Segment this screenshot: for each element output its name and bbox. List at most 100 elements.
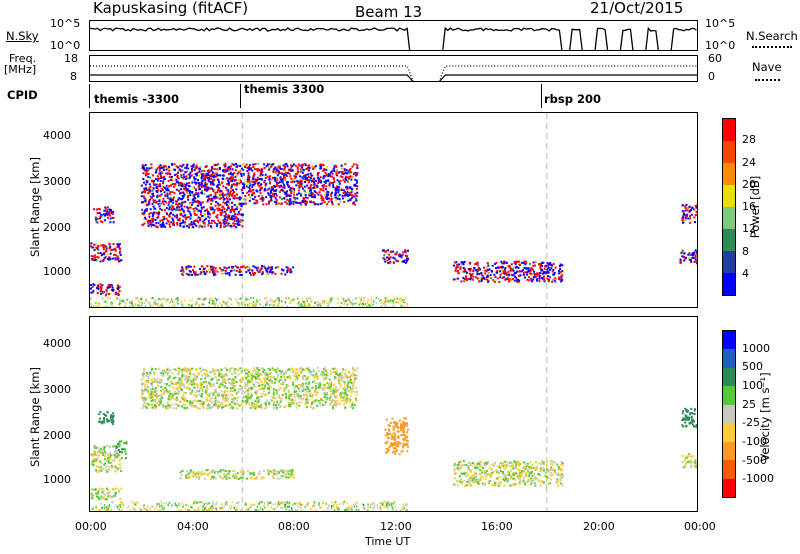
power-colorbar <box>722 118 736 296</box>
colorbar-tick-label: 12 <box>742 222 756 236</box>
power-ytick-4000: 4000 <box>43 129 71 142</box>
colorbar-tick-label: 20 <box>742 177 756 191</box>
velocity-colorbar-label: Velocity [m s⁻¹] <box>758 372 772 462</box>
nsky-tick-bottom: 10^0 <box>50 39 81 52</box>
nsky-tick-top: 10^5 <box>50 17 81 30</box>
colorbar-segment <box>723 229 735 251</box>
echo-region-5 <box>180 265 295 277</box>
echo-region-0 <box>90 283 122 297</box>
colorbar-segment <box>723 478 735 497</box>
freq-label-line2: [MHz] <box>4 63 37 76</box>
vel-ytick-3000: 3000 <box>43 383 71 396</box>
near-range-scatter <box>90 296 409 307</box>
vel-ytick-4000: 4000 <box>43 337 71 350</box>
xtick-0: 00:00 <box>75 520 107 533</box>
echo-region-9 <box>681 453 697 469</box>
nave-line <box>90 65 697 81</box>
echo-region-3 <box>115 440 128 460</box>
colorbar-segment <box>723 386 735 405</box>
beam-label: Beam 13 <box>355 3 423 21</box>
echo-region-6 <box>384 417 410 456</box>
echo-region-4 <box>140 366 359 410</box>
nsearch-legend-line <box>752 46 792 48</box>
xtick-6: 00:00 <box>684 520 716 533</box>
ylabel-power: Slant Range [km] <box>28 157 42 257</box>
colorbar-segment <box>723 163 735 185</box>
colorbar-tick-label: 16 <box>742 200 756 213</box>
colorbar-segment <box>723 207 735 229</box>
nave-legend-line <box>755 79 780 81</box>
colorbar-tick-label: -25 <box>742 416 760 430</box>
power-panel <box>89 112 698 308</box>
xtick-4: 16:00 <box>481 520 513 533</box>
cpid-strip: themis -3300 themis 3300 rbsp 200 <box>89 82 698 108</box>
power-ytick-3000: 3000 <box>43 175 71 188</box>
station-title: Kapuskasing (fitACF) <box>93 0 249 17</box>
ylabel-velocity: Slant Range [km] <box>28 367 42 467</box>
colorbar-tick-label: 28 <box>742 133 756 147</box>
echo-region-8 <box>452 260 564 283</box>
colorbar-segment <box>723 119 735 141</box>
freq-tick-bottom: 8 <box>70 70 77 83</box>
colorbar-segment <box>723 460 735 479</box>
echo-region-2 <box>93 206 115 224</box>
echo-region-6 <box>334 185 351 197</box>
colorbar-tick-label: 4 <box>742 266 749 280</box>
colorbar-segment <box>723 441 735 461</box>
power-colorbar-label: Power [dB] <box>748 175 762 239</box>
nave-tick-bottom: 0 <box>708 70 715 83</box>
xlabel: Time UT <box>365 535 411 548</box>
cpid-label: CPID <box>7 88 38 102</box>
xtick-5: 20:00 <box>583 520 615 533</box>
nave-tick-top: 60 <box>708 52 722 65</box>
echo-region-4 <box>242 162 359 206</box>
xtick-3: 12:00 <box>380 520 412 533</box>
nsky-line <box>90 26 697 50</box>
echo-region-1 <box>90 444 123 474</box>
vel-ytick-2000: 2000 <box>43 429 71 442</box>
cpid-entry-1: themis -3300 <box>94 92 180 106</box>
colorbar-tick-label: 100 <box>742 379 763 392</box>
cpid-entry-2: themis 3300 <box>244 82 325 96</box>
echo-region-0 <box>90 487 123 501</box>
nsky-panel <box>89 20 698 51</box>
freq-trace <box>90 65 697 81</box>
date-label: 21/Oct/2015 <box>590 0 684 17</box>
colorbar-segment <box>723 251 735 273</box>
colorbar-tick-label: -1000 <box>742 472 774 486</box>
colorbar-segment <box>723 141 735 163</box>
colorbar-tick-label: -500 <box>742 453 767 467</box>
colorbar-segment <box>723 404 735 424</box>
power-ytick-1000: 1000 <box>43 265 71 278</box>
nsearch-label: N.Search <box>746 29 798 43</box>
xtick-2: 08:00 <box>278 520 310 533</box>
colorbar-tick-label: 24 <box>742 155 756 169</box>
echo-region-2 <box>98 410 115 426</box>
freq-label-line1: Freq. <box>9 52 37 65</box>
echo-region-5 <box>179 469 295 481</box>
colorbar-segment <box>723 273 735 295</box>
colorbar-tick-label: -100 <box>742 435 767 448</box>
echo-region-7 <box>452 460 564 487</box>
power-heatmap <box>90 113 697 307</box>
freq-tick-top: 18 <box>64 52 78 65</box>
colorbar-tick-label: 8 <box>742 244 749 258</box>
colorbar-segment <box>723 331 735 350</box>
nsearch-tick-top: 10^5 <box>705 17 736 30</box>
nsky-label: N.Sky <box>6 29 39 43</box>
cpid-entry-3: rbsp 200 <box>544 92 601 106</box>
colorbar-segment <box>723 185 735 207</box>
freq-line <box>90 74 697 81</box>
power-ytick-2000: 2000 <box>43 221 71 234</box>
colorbar-segment <box>723 349 735 368</box>
xtick-1: 04:00 <box>177 520 209 533</box>
colorbar-tick-label: 1000 <box>742 341 770 355</box>
echo-region-9 <box>679 249 697 265</box>
echo-region-10 <box>681 203 697 224</box>
echo-region-7 <box>381 249 409 265</box>
nsearch-tick-bottom: 10^0 <box>705 39 736 52</box>
nave-label: Nave <box>752 60 782 74</box>
echo-region-8 <box>681 407 697 428</box>
colorbar-tick-label: 500 <box>742 360 763 374</box>
